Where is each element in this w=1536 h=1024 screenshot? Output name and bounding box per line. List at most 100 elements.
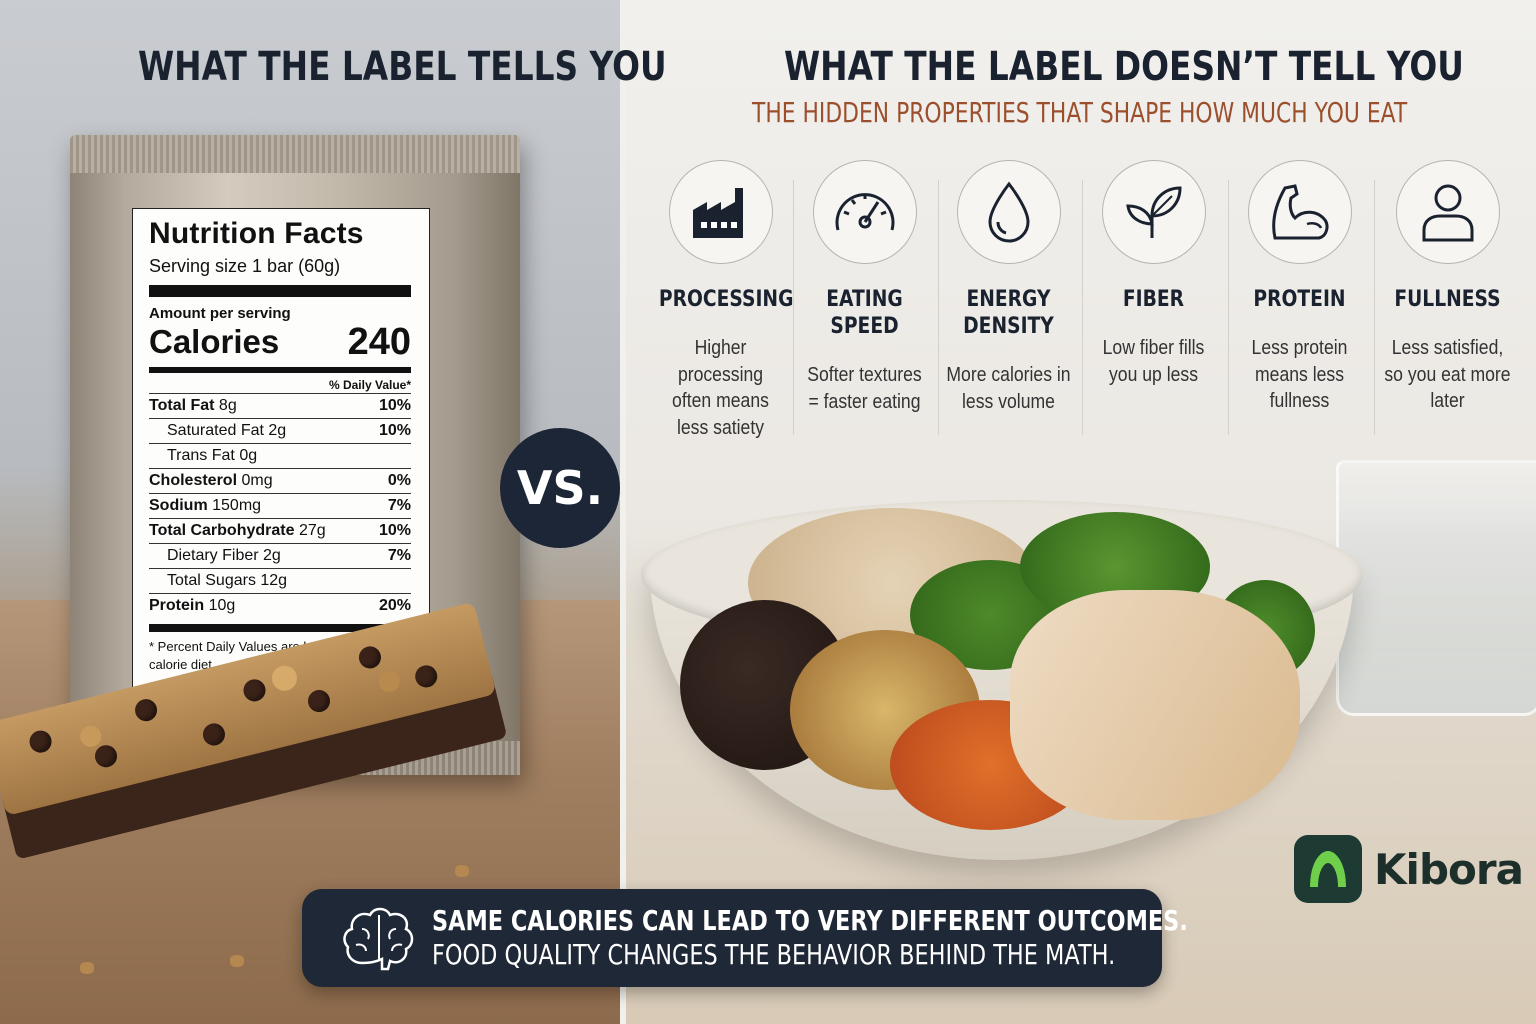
property-label: PROCESSING — [658, 287, 794, 312]
property-label: EATING SPEED — [826, 287, 903, 339]
nutrient-label: Trans Fat 0g — [149, 444, 257, 468]
speedometer-icon — [835, 193, 894, 231]
property-desc: Softer textures = faster eating — [807, 364, 922, 413]
nutrient-amount: 10g — [204, 597, 236, 614]
nutrition-facts-label: Nutrition Facts Serving size 1 bar (60g)… — [132, 208, 430, 688]
kibora-logo-mark-icon — [1294, 835, 1362, 903]
nutrient-label: Cholesterol 0mg — [149, 469, 273, 493]
factory-icon — [692, 188, 743, 238]
property-label: FIBER — [1122, 287, 1185, 312]
nutrient-percent: 10% — [378, 522, 411, 539]
divider-medium-bottom — [149, 624, 411, 632]
daily-value-header: % Daily Value* — [328, 378, 411, 392]
fullness-circle — [1395, 160, 1500, 264]
property-processing: PROCESSING Higher processing often means… — [648, 160, 793, 441]
nutrient-row: Total Sugars 12g — [149, 568, 411, 593]
crumb — [80, 962, 94, 974]
nutrient-label: Protein 10g — [149, 594, 235, 618]
property-label: ENERGY DENSITY — [963, 287, 1054, 339]
nutrient-label: Dietary Fiber 2g — [149, 544, 281, 568]
nutrient-rows: Total Fat 8g 10% Saturated Fat 2g 10% Trans … — [149, 393, 411, 618]
nutrient-amount: Trans Fat 0g — [167, 447, 258, 464]
right-title: WHAT THE LABEL DOESN’T TELL YOU — [784, 44, 1464, 90]
separator — [793, 180, 794, 435]
left-title: WHAT THE LABEL TELLS YOU — [138, 44, 667, 90]
property-icons: PROCESSING Higher processing often means… — [648, 160, 1528, 440]
property-label: FULLNESS — [1394, 287, 1501, 312]
separator — [938, 180, 939, 435]
fiber-circle — [1101, 160, 1206, 264]
banner-line2: FOOD QUALITY CHANGES THE BEHAVIOR BEHIND… — [432, 938, 1116, 971]
property-protein: PROTEIN Less protein means less fullness — [1227, 160, 1372, 415]
nutrient-row: Trans Fat 0g — [149, 443, 411, 468]
separator — [1374, 180, 1375, 435]
nutrient-percent: 20% — [378, 597, 411, 614]
nutrient-label: Total Sugars 12g — [149, 569, 287, 593]
water-glass — [1336, 460, 1536, 716]
nutrient-percent: 7% — [387, 547, 411, 564]
nutrient-amount: Total Sugars 12g — [167, 572, 288, 589]
flexed-arm-icon — [1271, 184, 1328, 240]
nutrient-row: Cholesterol 0mg 0% — [149, 468, 411, 493]
nutrient-name-bold: Sodium — [149, 497, 208, 514]
nutrient-amount: 0mg — [237, 472, 273, 489]
property-fiber: FIBER Low fiber fills you up less — [1081, 160, 1226, 388]
crumb — [455, 865, 469, 877]
sliced-chicken — [1010, 590, 1300, 820]
amount-per-serving: Amount per serving — [149, 305, 291, 322]
eating-speed-circle — [812, 160, 917, 264]
package-crimp-top — [70, 135, 520, 173]
property-desc: Less satisfied, so you eat more later — [1384, 337, 1511, 412]
calories-value: 240 — [347, 321, 411, 363]
banner-text: SAME CALORIES CAN LEAD TO VERY DIFFERENT… — [432, 904, 1377, 972]
nutrient-row: Total Fat 8g 10% — [149, 393, 411, 418]
nutrient-percent: 10% — [378, 422, 411, 439]
property-desc: More calories in less volume — [946, 364, 1071, 413]
nutrient-amount: 27g — [294, 522, 326, 539]
calories-label: Calories — [149, 323, 280, 360]
kibora-logo: Kibora — [1294, 835, 1524, 903]
nutrient-amount: 8g — [214, 397, 237, 414]
vs-badge: VS. — [500, 428, 620, 548]
nutrient-name-bold: Total Carbohydrate — [149, 522, 295, 539]
nutrient-label: Sodium 150mg — [149, 494, 261, 518]
nutrient-name-bold: Cholesterol — [149, 472, 238, 489]
nutrient-percent: 7% — [387, 497, 411, 514]
nutrient-row: Total Carbohydrate 27g 10% — [149, 518, 411, 543]
nutrient-percent: 10% — [378, 397, 411, 414]
bottom-banner: SAME CALORIES CAN LEAD TO VERY DIFFERENT… — [302, 889, 1188, 987]
droplet-icon — [987, 181, 1030, 243]
divider-thick — [149, 285, 411, 297]
crumb — [230, 955, 244, 967]
nutrition-title: Nutrition Facts — [149, 217, 364, 250]
serving-size: Serving size 1 bar (60g) — [149, 256, 341, 276]
property-desc: Low fiber fills you up less — [1102, 337, 1205, 386]
nutrient-row: Saturated Fat 2g 10% — [149, 418, 411, 443]
energy-density-circle — [956, 160, 1061, 264]
nutrient-row: Sodium 150mg 7% — [149, 493, 411, 518]
kibora-logo-text: Kibora — [1374, 844, 1524, 894]
property-energy-density: ENERGY DENSITY More calories in less vol… — [936, 160, 1081, 415]
divider-medium — [149, 367, 411, 373]
nutrient-row: Protein 10g 20% — [149, 593, 411, 618]
nutrient-name-bold: Protein — [149, 597, 205, 614]
processing-circle — [668, 160, 773, 264]
person-icon — [1422, 184, 1473, 242]
nutrient-name-bold: Total Fat — [149, 397, 215, 414]
nutrient-label: Total Fat 8g — [149, 394, 237, 418]
brain-icon — [342, 899, 416, 977]
nutrient-amount: 150mg — [207, 497, 262, 514]
nutrient-label: Saturated Fat 2g — [149, 419, 286, 443]
calories-row: Calories 240 — [149, 323, 411, 361]
protein-circle — [1247, 160, 1352, 264]
leaf-icon — [1125, 186, 1182, 238]
separator — [1228, 180, 1229, 435]
property-fullness: FULLNESS Less satisfied, so you eat more… — [1375, 160, 1520, 415]
panel-divider — [620, 0, 626, 1024]
property-label: PROTEIN — [1253, 287, 1346, 312]
nutrient-row: Dietary Fiber 2g 7% — [149, 543, 411, 568]
property-desc: Less protein means less fullness — [1251, 337, 1348, 412]
property-eating-speed: EATING SPEED Softer textures = faster ea… — [792, 160, 937, 415]
banner-line1: SAME CALORIES CAN LEAD TO VERY DIFFERENT… — [432, 904, 1188, 937]
separator — [1082, 180, 1083, 435]
